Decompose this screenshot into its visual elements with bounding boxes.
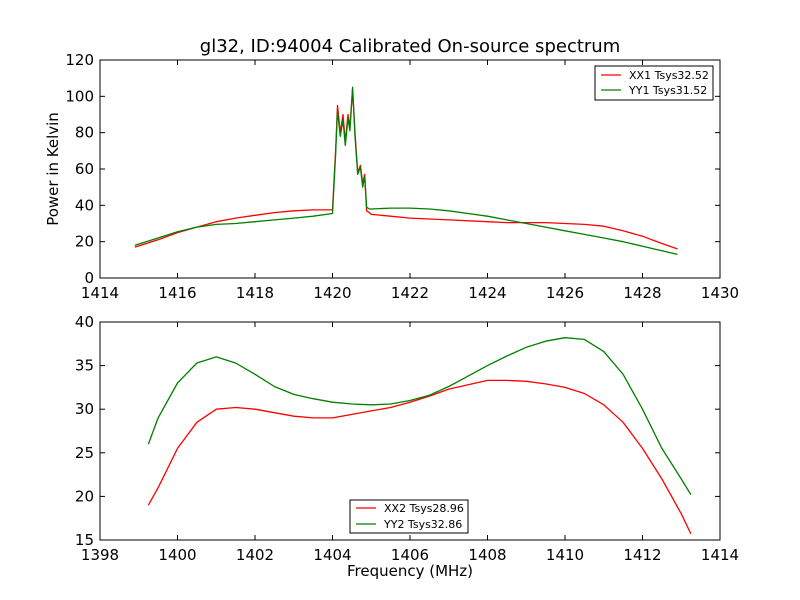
plot-top-series-line-1 [134, 86, 678, 256]
plot-bottom-y-tick-label: 35 [75, 357, 94, 375]
plot-top-y-tick-label: 40 [75, 196, 94, 214]
plot-bottom-x-tick-label: 1412 [623, 546, 661, 564]
plot-top-y-axis-label: Power in Kelvin [44, 112, 62, 226]
plot-top-spectrum: 1414 1416 1418 1420 1422 1424 1426 1428 1430 0 20… [44, 51, 739, 302]
plot-top-y-ticks: 0 20 40 60 80 100 120 [65, 51, 720, 287]
plot-bottom-legend-label-yy2: YY2 Tsys32.86 [383, 518, 462, 531]
plot-bottom-series-line-1 [147, 337, 692, 496]
plot-bottom-x-tick-label: 1398 [81, 546, 119, 564]
plot-top-legend: XX1 Tsys32.52 YY1 Tsys31.52 [594, 65, 714, 101]
plot-bottom-y-tick-label: 30 [75, 400, 94, 418]
plot-bottom-x-tick-label: 1404 [313, 546, 351, 564]
plot-bottom-y-tick-label: 20 [75, 487, 94, 505]
plot-bottom-spectrum: 1398 1400 1402 1404 1406 1408 1410 1412 1414 15 2… [75, 313, 739, 564]
plot-top-legend-box [594, 65, 714, 101]
plot-bottom-x-tick-label: 1400 [158, 546, 196, 564]
plot-top-x-tick-label: 1418 [236, 284, 274, 302]
plot-top-x-tick-label: 1426 [546, 284, 584, 302]
plot-top-x-tick-label: 1414 [81, 284, 119, 302]
plot-top-y-tick-label: 0 [84, 269, 94, 287]
plot-top-y-tick-label: 80 [75, 124, 94, 142]
plot-top-x-tick-label: 1430 [701, 284, 739, 302]
plot-bottom-x-ticks: 1398 1400 1402 1404 1406 1408 1410 1412 1414 [81, 322, 739, 564]
plot-bottom-y-ticks: 15 20 25 30 35 40 [75, 313, 720, 549]
plot-top-x-tick-label: 1428 [623, 284, 661, 302]
plot-top-x-tick-label: 1422 [391, 284, 429, 302]
plot-bottom-series-line-0 [147, 379, 692, 535]
plot-top-y-tick-label: 100 [65, 87, 94, 105]
plot-bottom-legend-label-xx2: XX2 Tsys28.96 [384, 502, 464, 515]
plot-bottom-y-tick-label: 15 [75, 531, 94, 549]
plot-bottom-y-tick-label: 25 [75, 444, 94, 462]
plot-top-x-tick-label: 1420 [313, 284, 351, 302]
plot-bottom-x-tick-label: 1402 [236, 546, 274, 564]
plot-bottom-y-tick-label: 40 [75, 313, 94, 331]
plot-bottom-x-tick-label: 1408 [468, 546, 506, 564]
x-axis-label: Frequency (MHz) [347, 562, 473, 580]
plot-top-series-group [134, 86, 678, 256]
chart-title: gl32, ID:94004 Calibrated On-source spec… [200, 36, 620, 57]
plot-top-y-tick-label: 120 [65, 51, 94, 69]
plot-top-y-tick-label: 60 [75, 160, 94, 178]
plot-bottom-series-group [147, 337, 692, 535]
plot-bottom-legend: XX2 Tsys28.96 YY2 Tsys32.86 [349, 499, 469, 534]
plot-bottom-x-tick-label: 1414 [701, 546, 739, 564]
plot-bottom-legend-box [349, 499, 469, 534]
plot-top-x-tick-label: 1424 [468, 284, 506, 302]
plot-top-x-tick-label: 1416 [158, 284, 196, 302]
plot-top-y-tick-label: 20 [75, 233, 94, 251]
plot-bottom-x-tick-label: 1410 [546, 546, 584, 564]
plot-top-legend-label-xx1: XX1 Tsys32.52 [629, 69, 709, 82]
plot-bottom-x-tick-label: 1406 [391, 546, 429, 564]
plot-top-legend-label-yy1: YY1 Tsys31.52 [628, 84, 707, 97]
plot-top-x-ticks: 1414 1416 1418 1420 1422 1424 1426 1428 1430 [81, 60, 739, 302]
